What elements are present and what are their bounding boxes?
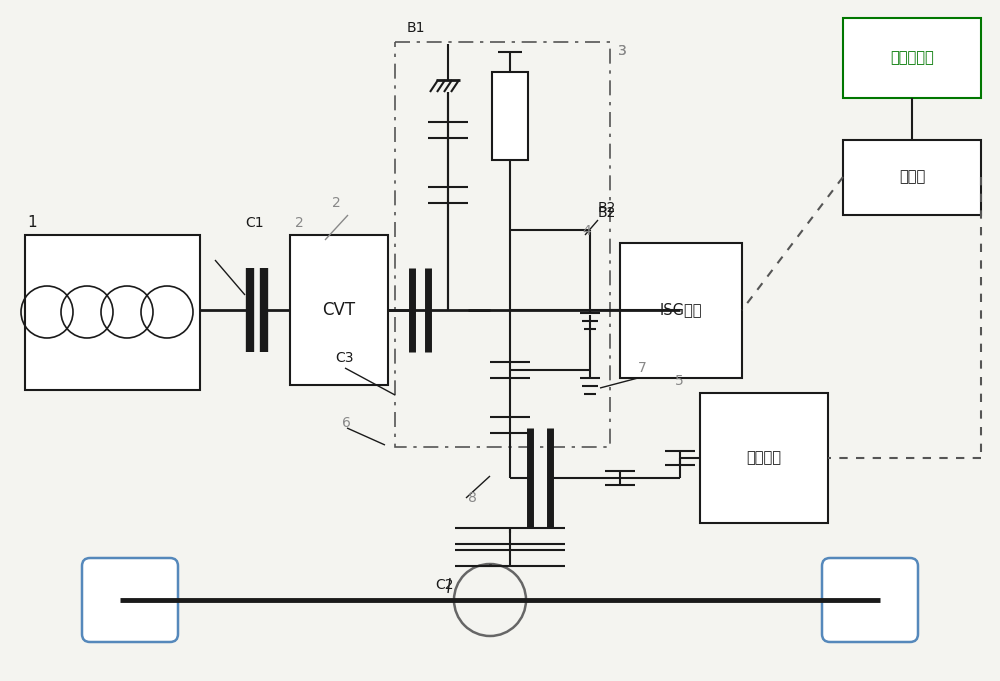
Bar [700,393,828,523]
Text: 动力电池组: 动力电池组 [890,50,934,65]
Text: C1: C1 [245,216,264,230]
Text: ISG电机: ISG电机 [660,302,702,317]
Text: 5: 5 [675,374,684,388]
Bar [492,72,528,160]
Text: B2: B2 [598,201,616,215]
Text: 驱动电机: 驱动电机 [746,451,782,466]
Text: CVT: CVT [322,301,356,319]
Text: 8: 8 [468,491,477,505]
Text: 4: 4 [582,224,591,238]
Bar [843,140,981,215]
Bar [395,42,610,447]
Text: C2: C2 [435,578,454,592]
Bar [25,235,200,390]
Text: B2: B2 [598,206,616,220]
Text: 2: 2 [332,196,341,210]
Bar [620,243,742,378]
Text: 逆变器: 逆变器 [899,170,925,185]
Bar [290,235,388,385]
Text: 7: 7 [638,361,647,375]
Text: 3: 3 [618,44,627,58]
FancyBboxPatch shape [822,558,918,642]
Text: 3: 3 [618,44,627,58]
Text: C3: C3 [335,351,354,365]
Text: B1: B1 [407,21,426,35]
Text: 1: 1 [27,215,37,230]
FancyBboxPatch shape [82,558,178,642]
Text: 2: 2 [295,216,304,230]
Text: 6: 6 [342,416,351,430]
Bar [843,18,981,98]
